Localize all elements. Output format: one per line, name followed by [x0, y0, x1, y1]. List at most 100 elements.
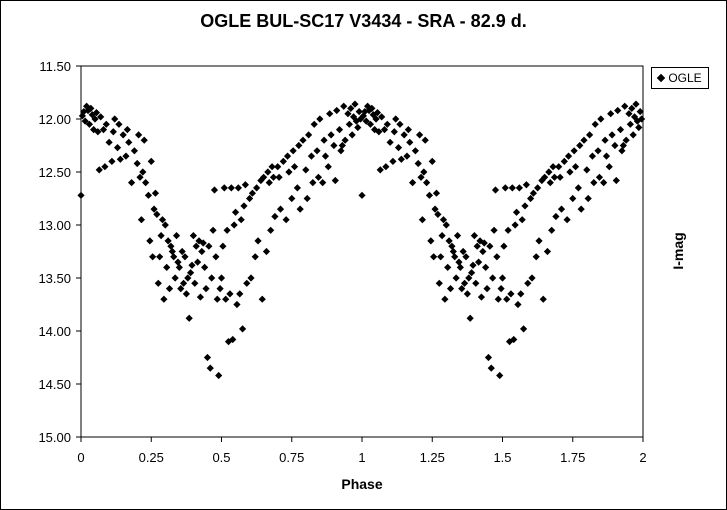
data-point [220, 184, 228, 192]
data-point [563, 216, 571, 224]
data-point [358, 191, 366, 199]
data-point [612, 176, 620, 185]
data-point [452, 274, 460, 282]
data-point [264, 168, 272, 176]
data-point [158, 216, 167, 224]
x-tick-label: 1.75 [560, 450, 585, 465]
data-point [497, 285, 505, 293]
data-point [560, 157, 568, 165]
data-point [425, 191, 434, 199]
data-point [119, 131, 127, 139]
data-point [480, 239, 488, 247]
data-point [299, 136, 307, 144]
data-point [501, 184, 509, 192]
data-point [359, 112, 368, 120]
data-point [351, 100, 359, 108]
data-point [591, 120, 599, 128]
data-point [254, 237, 262, 245]
data-point [321, 152, 330, 160]
data-point [621, 102, 629, 110]
data-point [479, 247, 487, 256]
data-point [354, 123, 362, 132]
data-point [458, 285, 466, 293]
data-point [276, 205, 285, 213]
y-tick-label: 14.50 [38, 377, 71, 392]
data-point [324, 163, 332, 171]
data-point [459, 247, 467, 256]
data-point [535, 237, 543, 245]
data-point [316, 115, 324, 123]
data-point [105, 138, 113, 146]
data-point [85, 120, 94, 128]
data-point [484, 353, 493, 362]
data-point [427, 237, 435, 245]
data-point [102, 120, 110, 128]
data-point [444, 263, 452, 271]
data-point [212, 253, 220, 261]
data-point [570, 147, 578, 155]
data-point [115, 120, 123, 128]
data-point [389, 157, 397, 165]
data-point [147, 157, 155, 165]
data-point [206, 364, 214, 372]
data-point [260, 173, 268, 181]
data-point [168, 247, 176, 256]
data-point [238, 325, 247, 333]
y-tick-label: 12.50 [38, 165, 71, 180]
data-point [636, 107, 644, 116]
data-point [296, 205, 304, 213]
data-point [455, 258, 463, 266]
x-tick-label: 1.25 [420, 450, 445, 465]
data-point [576, 141, 584, 150]
data-point [594, 147, 602, 155]
data-point [154, 279, 162, 287]
data-point [496, 371, 504, 380]
data-point [268, 163, 276, 171]
data-point [209, 226, 217, 234]
legend-label: OGLE [668, 71, 702, 85]
data-point [372, 115, 380, 123]
data-point [403, 152, 411, 160]
data-point [394, 144, 403, 152]
data-point [486, 242, 494, 250]
data-point [226, 290, 234, 298]
data-point [383, 120, 391, 128]
data-point [629, 131, 637, 139]
data-point [236, 290, 244, 298]
data-point [224, 338, 233, 346]
data-point [289, 147, 297, 155]
data-point [555, 163, 563, 171]
data-point [303, 194, 311, 203]
data-point [463, 290, 471, 298]
data-point [469, 261, 477, 269]
data-point [199, 239, 207, 247]
data-point [171, 274, 179, 282]
data-point [282, 216, 290, 224]
data-point [571, 163, 580, 171]
data-point [514, 300, 522, 309]
data-point [493, 253, 501, 261]
data-point [208, 274, 216, 282]
data-point [97, 113, 105, 121]
data-point [223, 226, 231, 234]
data-point [605, 163, 613, 171]
data-point [435, 279, 443, 287]
data-point [472, 279, 480, 287]
data-point [473, 242, 481, 250]
data-point [490, 226, 498, 234]
data-point [423, 179, 431, 187]
data-point [237, 216, 245, 224]
data-point [87, 104, 95, 112]
data-point [522, 181, 530, 189]
data-point [142, 179, 150, 187]
data-point [348, 131, 356, 139]
data-point [421, 136, 429, 144]
data-point [172, 232, 181, 240]
data-point [355, 107, 363, 116]
data-point [482, 263, 490, 271]
data-point [274, 163, 282, 171]
data-point [550, 173, 559, 181]
data-point [437, 253, 445, 261]
data-point [618, 147, 626, 155]
data-point [247, 274, 255, 282]
